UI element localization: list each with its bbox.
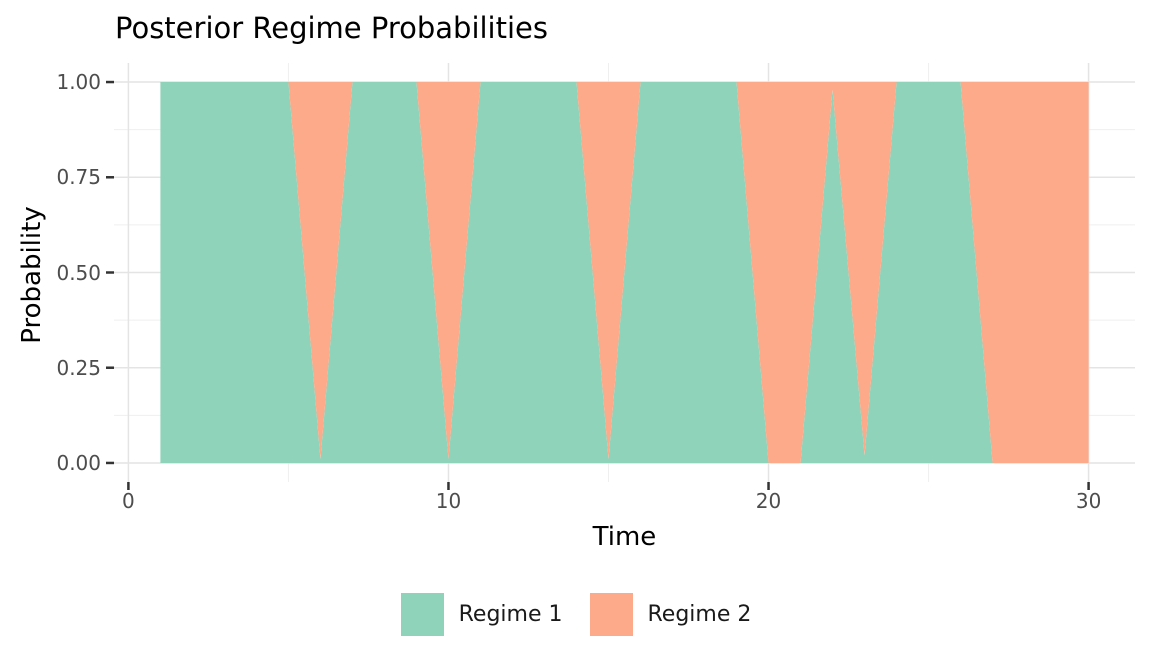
regime-1-label: Regime 1: [458, 602, 563, 627]
regime-1-swatch: [400, 593, 444, 636]
y-tick-label: 0.50: [56, 260, 101, 285]
x-tick-label: 20: [755, 489, 782, 513]
regime-2-area: [160, 82, 1089, 463]
y-tick-label: 0.75: [56, 165, 101, 190]
plot-title: Posterior Regime Probabilities: [115, 11, 548, 45]
regime-1-area: [160, 82, 1089, 463]
y-tick-label: 0.00: [56, 450, 101, 475]
x-axis-title: Time: [592, 522, 657, 552]
regime-2-swatch: [589, 593, 633, 636]
y-tick-label: 1.00: [56, 70, 101, 95]
legend-item-regime-2: Regime 2: [589, 593, 752, 636]
y-axis-title: Probability: [17, 206, 47, 344]
legend: Regime 1 Regime 2: [0, 593, 1152, 636]
y-tick-label: 0.25: [56, 355, 101, 380]
x-tick-label: 10: [435, 489, 462, 513]
legend-item-regime-1: Regime 1: [400, 593, 563, 636]
x-tick-label: 30: [1075, 489, 1102, 513]
x-tick-label: 0: [122, 489, 135, 513]
regime-2-label: Regime 2: [647, 602, 752, 627]
